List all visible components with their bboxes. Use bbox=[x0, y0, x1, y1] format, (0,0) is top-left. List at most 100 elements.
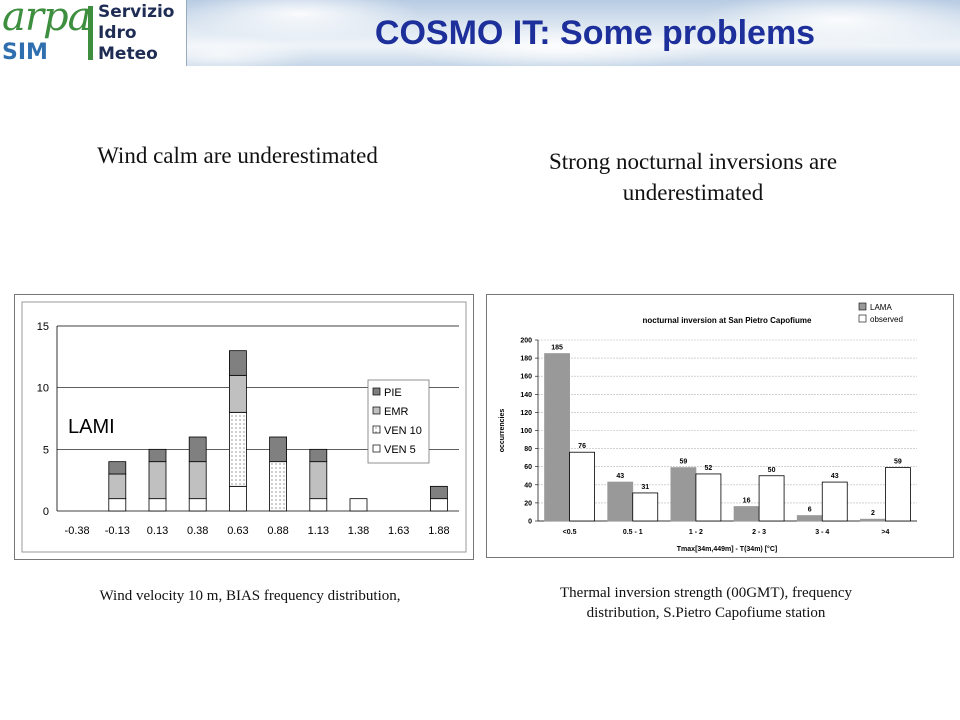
chart2-data-label: 76 bbox=[578, 443, 586, 450]
inversion-chart: 0 20 40 60 80 100 120 140 160 180 200 nocturnal inv… bbox=[499, 302, 917, 553]
chart2-legend-swatch bbox=[858, 302, 867, 311]
logo-divider bbox=[88, 6, 93, 60]
chart2-data-label: 59 bbox=[894, 459, 902, 466]
chart1-legend-swatch bbox=[372, 425, 381, 434]
chart2-bar-lama bbox=[670, 467, 697, 522]
header-banner: arpa SIM Servizio Idro Meteo COSMO IT: S… bbox=[0, 0, 960, 66]
chart2-ytick-label: 100 bbox=[520, 428, 532, 435]
chart1-bar-pie bbox=[269, 436, 288, 463]
chart1-bar-ven-5 bbox=[309, 498, 328, 512]
chart1-bar-ven-5 bbox=[349, 498, 368, 512]
logo-line-1: Servizio bbox=[98, 2, 175, 22]
chart2-xtick-label: >4 bbox=[881, 529, 889, 536]
logo-arpa-text: arpa bbox=[2, 0, 91, 40]
chart2-data-label: 31 bbox=[641, 484, 649, 491]
chart1-bar-emr bbox=[108, 473, 127, 500]
chart1-legend-swatch bbox=[372, 406, 381, 415]
chart2-data-label: 52 bbox=[705, 465, 713, 472]
chart1-ytick-label: 0 bbox=[43, 506, 49, 518]
chart1-bar-ven-10 bbox=[269, 461, 288, 512]
logo-line-2: Idro bbox=[98, 23, 137, 43]
chart2-ytick-label: 40 bbox=[524, 482, 532, 489]
chart1-bar-emr bbox=[309, 461, 328, 500]
chart1-legend-label: VEN 5 bbox=[384, 444, 416, 456]
chart1-bar-emr bbox=[228, 374, 247, 413]
chart2-bar-observed bbox=[695, 473, 722, 522]
chart1-bar-emr bbox=[148, 461, 167, 500]
chart1-xtick-label: -0.13 bbox=[105, 525, 130, 537]
right-caption: Thermal inversion strength (00GMT), freq… bbox=[486, 583, 926, 623]
chart2-xtick-label: <0.5 bbox=[563, 529, 577, 536]
left-heading: Wind calm are underestimated bbox=[97, 143, 378, 168]
chart1-xtick-label: 0.38 bbox=[187, 525, 208, 537]
chart2-ytick-label: 160 bbox=[520, 374, 532, 381]
chart2-xtick-label: 0.5 - 1 bbox=[623, 529, 643, 536]
chart1-xtick-label: 0.13 bbox=[147, 525, 168, 537]
chart1-xtick-label: 1.88 bbox=[428, 525, 449, 537]
chart2-title: nocturnal inversion at San Pietro Capofi… bbox=[643, 316, 812, 325]
chart2-xtick-label: 1 - 2 bbox=[689, 529, 703, 536]
chart1-legend-swatch bbox=[372, 444, 381, 453]
chart1-legend-label: PIE bbox=[384, 387, 402, 399]
chart2-ytick-label: 20 bbox=[524, 500, 532, 507]
chart1-legend-label: EMR bbox=[384, 406, 409, 418]
slide-title: COSMO IT: Some problems bbox=[374, 14, 816, 52]
chart1-ytick-label: 10 bbox=[37, 383, 49, 395]
chart2-data-label: 43 bbox=[616, 473, 624, 480]
right-caption-line-1: Thermal inversion strength (00GMT), freq… bbox=[560, 585, 852, 601]
chart2-legend-label: LAMA bbox=[870, 303, 892, 312]
right-caption-line-2: distribution, S.Pietro Capofiume station bbox=[586, 605, 826, 621]
chart1-bar-pie bbox=[309, 448, 328, 463]
chart2-data-label: 43 bbox=[831, 473, 839, 480]
right-heading-line-2: underestimated bbox=[622, 180, 764, 205]
chart1-xtick-label: 1.13 bbox=[308, 525, 329, 537]
chart1-xtick-label: 1.63 bbox=[388, 525, 409, 537]
chart2-bar-observed bbox=[758, 475, 785, 522]
chart1-bar-pie bbox=[108, 461, 127, 475]
logo-line-3: Meteo bbox=[98, 44, 158, 64]
chart1-legend-swatch bbox=[372, 387, 381, 396]
chart2-ylabel: occurrencies bbox=[499, 409, 506, 453]
chart2-xlabel: Tmax[34m,449m] - T(34m) [°C] bbox=[677, 545, 777, 553]
chart1-bar-ven-10 bbox=[228, 411, 247, 487]
arpa-logo: arpa SIM Servizio Idro Meteo bbox=[0, 0, 187, 66]
chart1-xtick-label: -0.38 bbox=[65, 525, 90, 537]
chart1-bar-emr bbox=[188, 461, 207, 500]
chart2-bar-observed bbox=[632, 492, 659, 522]
chart2-data-label: 59 bbox=[680, 459, 688, 466]
chart2-ytick-label: 200 bbox=[520, 338, 532, 345]
chart1-bar-ven-5 bbox=[188, 498, 207, 512]
chart2-data-label: 16 bbox=[743, 498, 751, 505]
chart2-bar-observed bbox=[569, 451, 595, 522]
chart2-ytick-label: 60 bbox=[524, 464, 532, 471]
chart1-ytick-label: 15 bbox=[37, 321, 49, 333]
chart2-data-label: 2 bbox=[871, 510, 875, 517]
chart1-bar-ven-5 bbox=[429, 498, 448, 512]
logo-service-name: Servizio Idro Meteo bbox=[98, 2, 174, 65]
chart2-data-label: 6 bbox=[808, 507, 812, 514]
chart1-bar-ven-5 bbox=[108, 498, 127, 512]
chart1-annotation: LAMI bbox=[68, 416, 115, 438]
chart1-ytick-label: 5 bbox=[43, 444, 49, 456]
chart2-ytick-label: 0 bbox=[528, 519, 532, 526]
right-heading-line-1: Strong nocturnal inversions are bbox=[548, 149, 838, 174]
chart2-bar-lama bbox=[733, 506, 760, 522]
wind-bias-chart-frame: 0 5 10 15 -0.38 -0.13 0.13 0.38 0.63 0.88 1.13 1.38… bbox=[14, 294, 474, 560]
chart2-xtick-label: 3 - 4 bbox=[815, 529, 829, 536]
chart2-data-label: 50 bbox=[768, 467, 776, 474]
chart2-bar-lama bbox=[796, 515, 823, 522]
chart2-ytick-label: 120 bbox=[520, 410, 532, 417]
chart1-bar-pie bbox=[228, 350, 247, 376]
chart1-bar-pie bbox=[429, 485, 448, 500]
chart2-bar-lama bbox=[607, 481, 634, 522]
chart2-xtick-label: 2 - 3 bbox=[752, 529, 766, 536]
chart1-legend-label: VEN 10 bbox=[384, 425, 422, 437]
logo-sim-text: SIM bbox=[2, 40, 48, 65]
chart2-bar-lama bbox=[860, 518, 886, 522]
right-heading: Strong nocturnal inversions are underest… bbox=[480, 146, 906, 208]
left-caption: Wind velocity 10 m, BIAS frequency distr… bbox=[99, 588, 401, 604]
chart2-ytick-label: 180 bbox=[520, 356, 532, 363]
chart2-legend-swatch bbox=[858, 314, 867, 323]
chart1-xtick-label: 0.63 bbox=[227, 525, 248, 537]
chart2-legend-label: observed bbox=[870, 315, 903, 324]
